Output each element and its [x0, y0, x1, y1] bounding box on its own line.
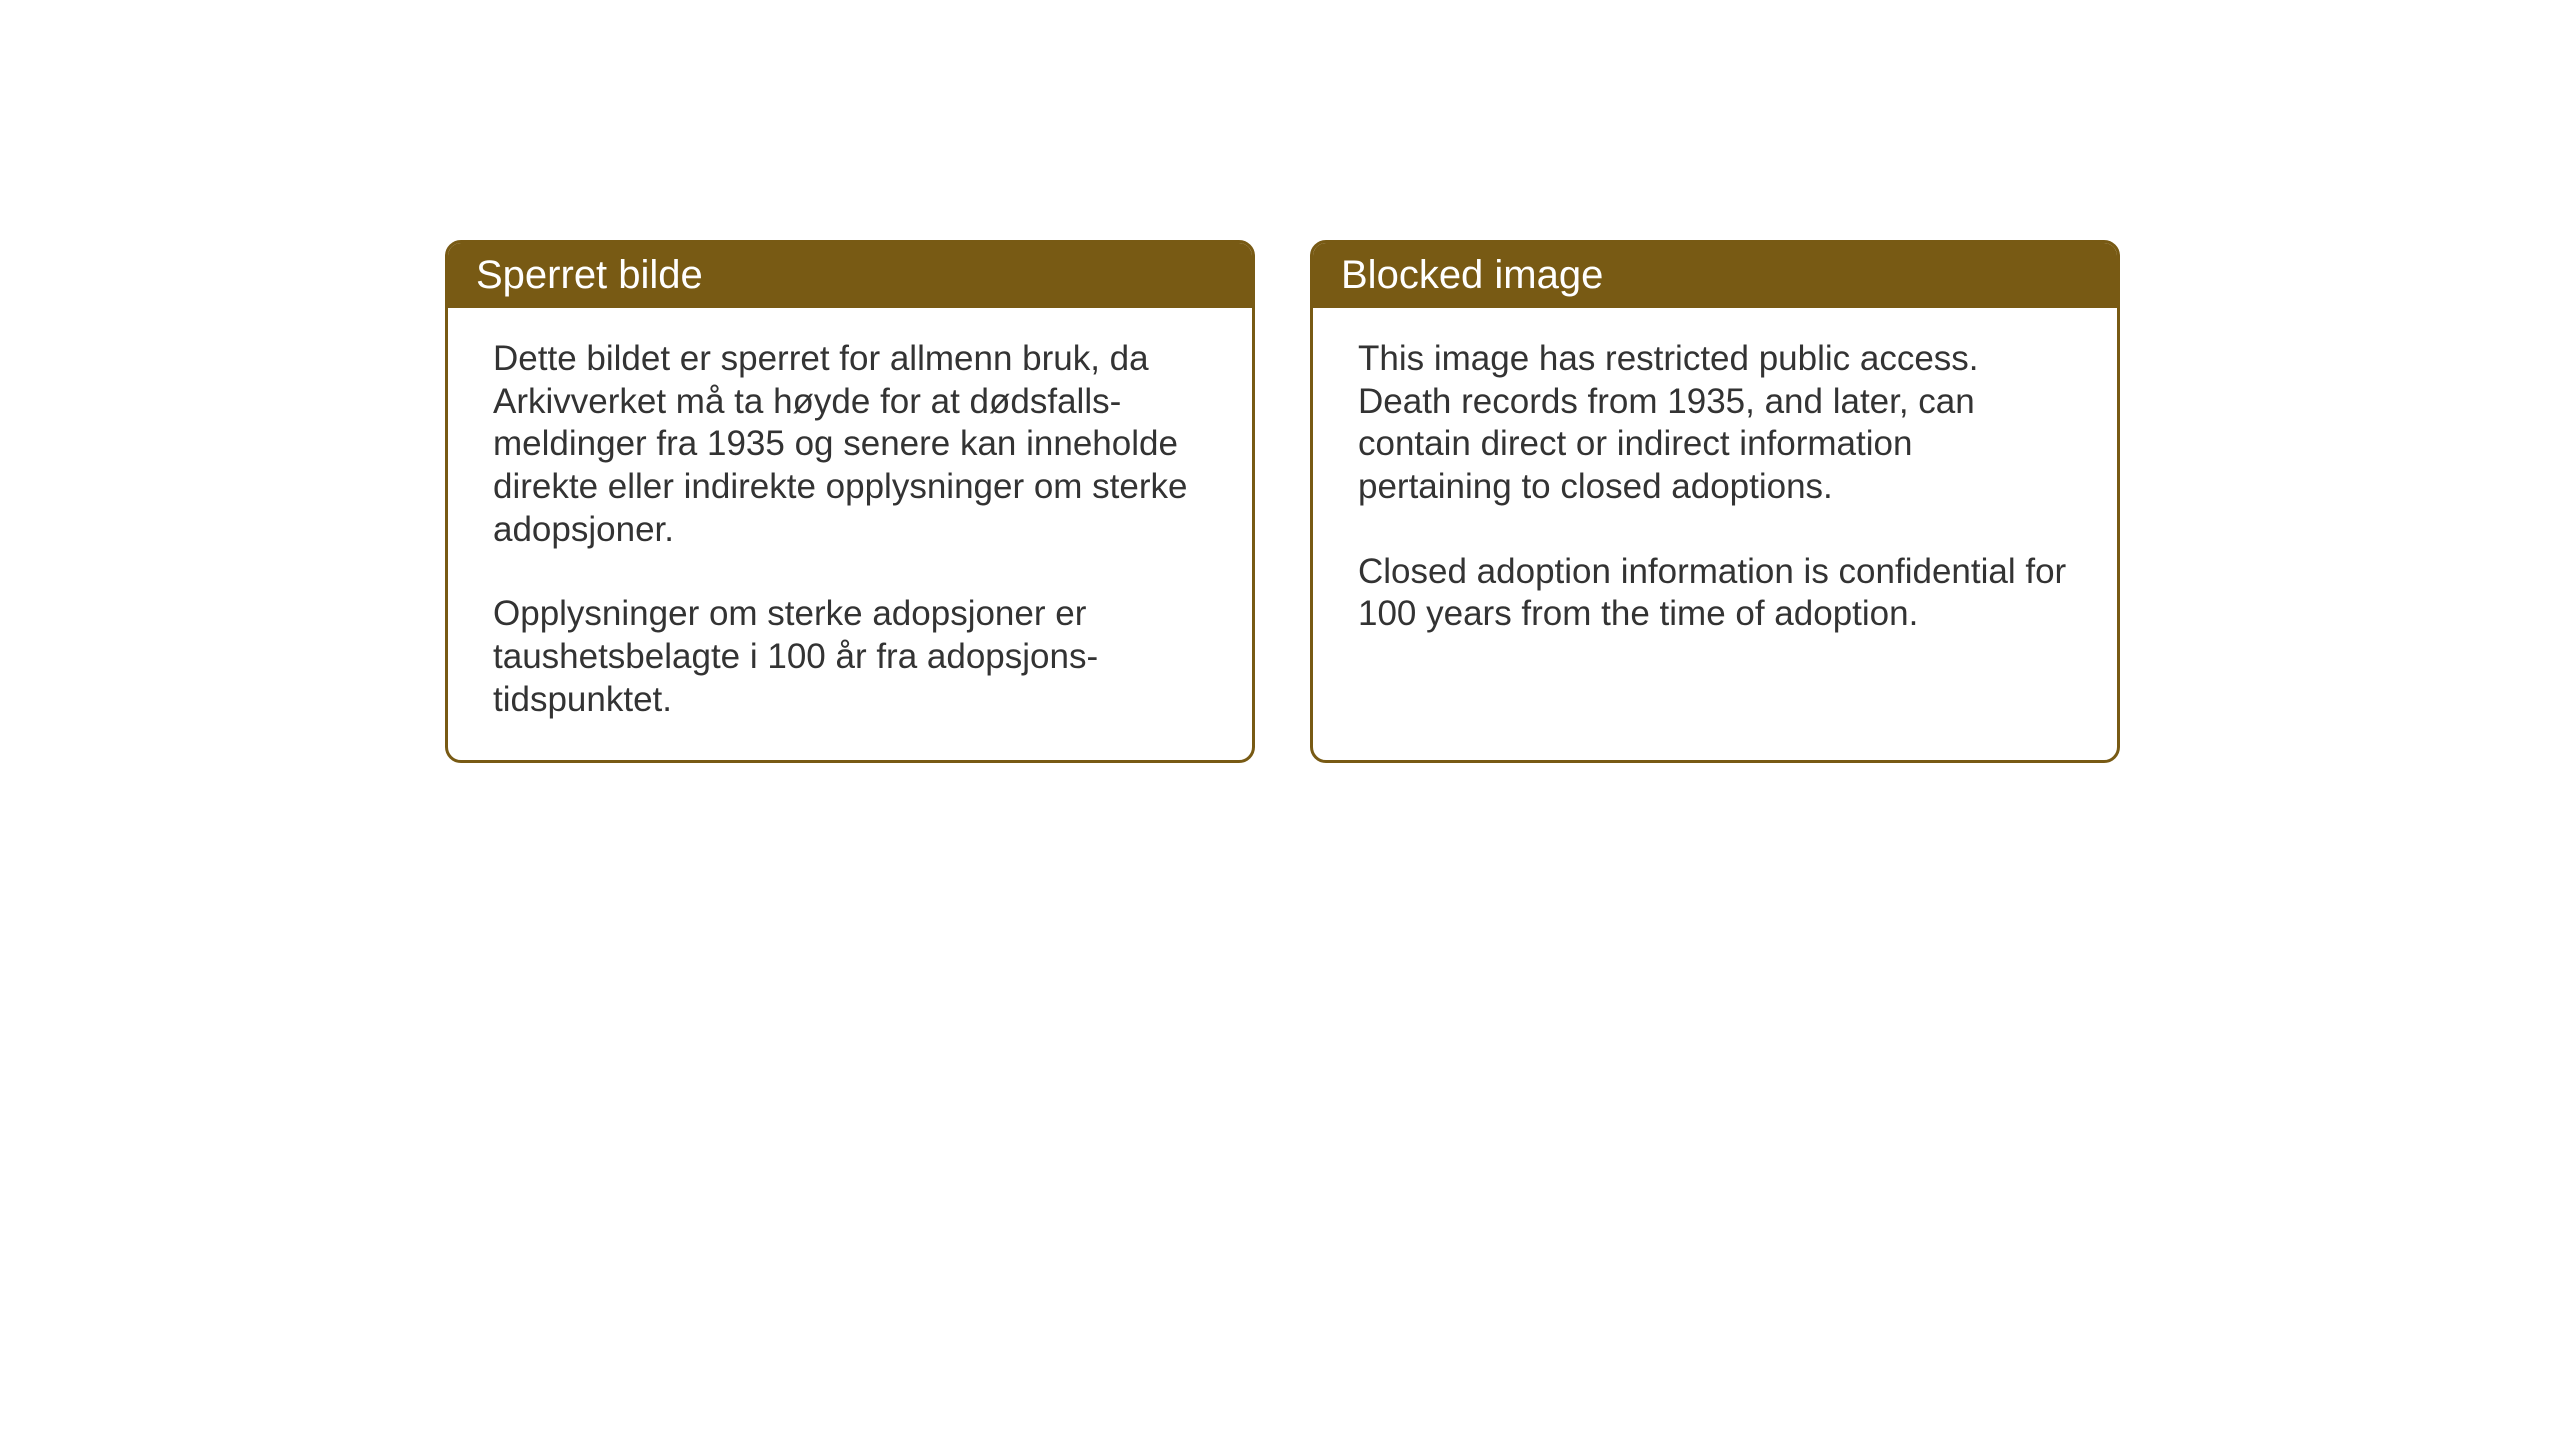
notice-title-norwegian: Sperret bilde [476, 253, 703, 297]
notice-card-norwegian: Sperret bilde Dette bildet er sperret fo… [445, 240, 1255, 763]
notice-paragraph-1-norwegian: Dette bildet er sperret for allmenn bruk… [493, 338, 1207, 551]
notice-paragraph-2-norwegian: Opplysninger om sterke adopsjoner er tau… [493, 593, 1207, 721]
notice-paragraph-2-english: Closed adoption information is confident… [1358, 551, 2072, 636]
notice-title-english: Blocked image [1341, 253, 1603, 297]
notice-paragraph-1-english: This image has restricted public access.… [1358, 338, 2072, 509]
notice-body-english: This image has restricted public access.… [1313, 308, 2117, 753]
notice-header-norwegian: Sperret bilde [448, 243, 1252, 308]
notice-container: Sperret bilde Dette bildet er sperret fo… [445, 240, 2120, 763]
notice-header-english: Blocked image [1313, 243, 2117, 308]
notice-card-english: Blocked image This image has restricted … [1310, 240, 2120, 763]
notice-body-norwegian: Dette bildet er sperret for allmenn bruk… [448, 308, 1252, 760]
